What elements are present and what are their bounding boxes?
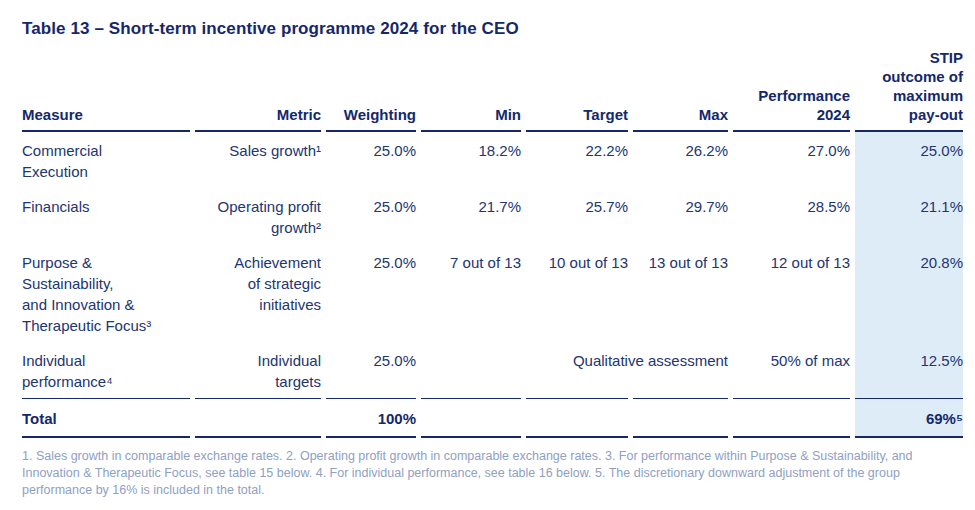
cell-weighting: 25.0%	[326, 342, 416, 398]
cell-total-weighting: 100%	[326, 398, 416, 438]
col-header-metric: Metric	[195, 48, 321, 132]
cell-min: 21.7%	[421, 188, 521, 244]
cell-performance: 27.0%	[733, 132, 850, 188]
cell-metric: Achievement of strategic initiatives	[195, 244, 321, 342]
col-header-stip-outcome: STIP outcome of maximum pay-out	[855, 48, 963, 132]
cell-max: 26.2%	[633, 132, 728, 188]
col-header-target: Target	[526, 48, 628, 132]
cell-metric: Sales growth¹	[195, 132, 321, 188]
cell-empty	[733, 398, 850, 438]
col-header-performance-2024: Performance 2024	[733, 48, 850, 132]
table-row-commercial-execution: Commercial Execution Sales growth¹ 25.0%…	[22, 132, 963, 188]
col-header-min: Min	[421, 48, 521, 132]
cell-performance: 28.5%	[733, 188, 850, 244]
cell-empty	[195, 398, 321, 438]
cell-target: 10 out of 13	[526, 244, 628, 342]
cell-max: 13 out of 13	[633, 244, 728, 342]
cell-empty	[421, 398, 521, 438]
col-header-max: Max	[633, 48, 728, 132]
cell-measure: Commercial Execution	[22, 132, 190, 188]
col-header-measure: Measure	[22, 48, 190, 132]
stip-table: Measure Metric Weighting Min Target Max …	[17, 48, 968, 438]
cell-min: 18.2%	[421, 132, 521, 188]
footnotes: 1. Sales growth in comparable exchange r…	[22, 448, 963, 499]
cell-performance: 50% of max	[733, 342, 850, 398]
cell-weighting: 25.0%	[326, 244, 416, 342]
cell-empty	[633, 398, 728, 438]
table-row-financials: Financials Operating profit growth² 25.0…	[22, 188, 963, 244]
cell-measure: Purpose & Sustainability, and Innovation…	[22, 244, 190, 342]
cell-stip-outcome: 12.5%	[855, 342, 963, 398]
table-title: Table 13 – Short-term incentive programm…	[22, 19, 975, 39]
cell-target: 25.7%	[526, 188, 628, 244]
cell-metric: Operating profit growth²	[195, 188, 321, 244]
cell-measure: Financials	[22, 188, 190, 244]
cell-stip-outcome: 21.1%	[855, 188, 963, 244]
cell-stip-outcome: 25.0%	[855, 132, 963, 188]
cell-target: 22.2%	[526, 132, 628, 188]
cell-min	[421, 342, 521, 398]
cell-weighting: 25.0%	[326, 132, 416, 188]
cell-measure: Individual performance⁴	[22, 342, 190, 398]
table-row-individual-performance: Individual performance⁴ Individual targe…	[22, 342, 963, 398]
cell-stip-outcome: 20.8%	[855, 244, 963, 342]
cell-weighting: 25.0%	[326, 188, 416, 244]
cell-metric: Individual targets	[195, 342, 321, 398]
table-row-purpose-sustainability: Purpose & Sustainability, and Innovation…	[22, 244, 963, 342]
cell-min: 7 out of 13	[421, 244, 521, 342]
cell-total-stip-outcome: 69%⁵	[855, 398, 963, 438]
report-page: Table 13 – Short-term incentive programm…	[0, 19, 975, 499]
col-header-weighting: Weighting	[326, 48, 416, 132]
table-row-total: Total 100% 69%⁵	[22, 398, 963, 438]
cell-empty	[526, 398, 628, 438]
table-header-row: Measure Metric Weighting Min Target Max …	[22, 48, 963, 132]
cell-total-label: Total	[22, 398, 190, 438]
cell-performance: 12 out of 13	[733, 244, 850, 342]
cell-qualitative-assessment: Qualitative assessment	[526, 342, 728, 398]
cell-max: 29.7%	[633, 188, 728, 244]
